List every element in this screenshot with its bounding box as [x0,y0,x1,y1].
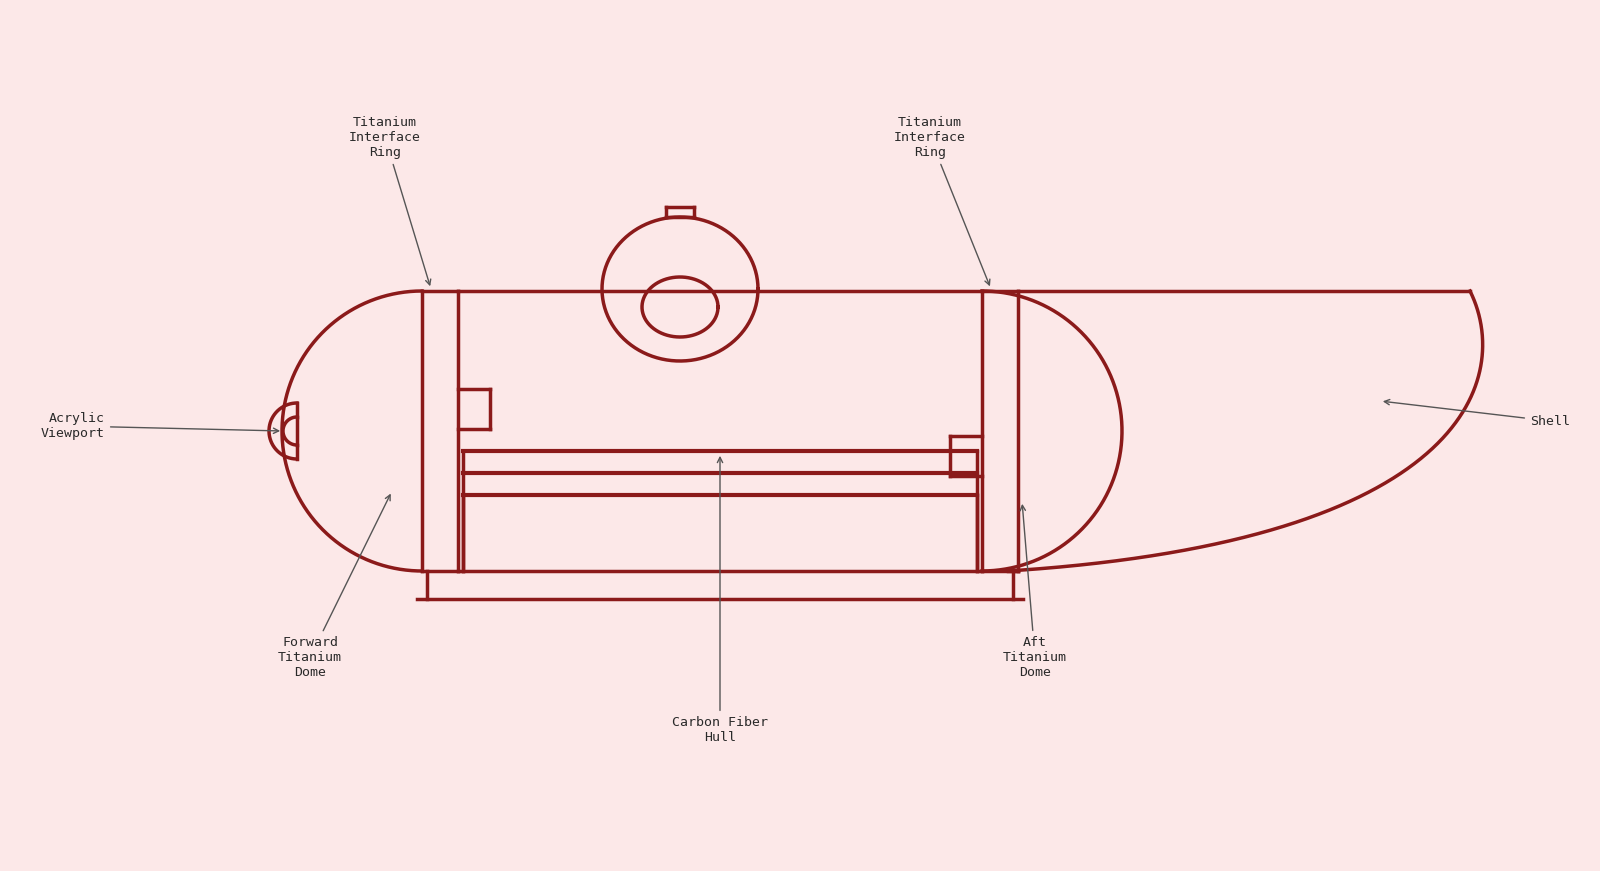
Text: Forward
Titanium
Dome: Forward Titanium Dome [278,495,390,679]
Text: Shell: Shell [1384,400,1570,428]
Text: Carbon Fiber
Hull: Carbon Fiber Hull [672,457,768,744]
Text: Acrylic
Viewport: Acrylic Viewport [42,412,278,440]
Text: Titanium
Interface
Ring: Titanium Interface Ring [349,116,430,285]
Text: Titanium
Interface
Ring: Titanium Interface Ring [894,116,990,285]
Text: Aft
Titanium
Dome: Aft Titanium Dome [1003,505,1067,679]
